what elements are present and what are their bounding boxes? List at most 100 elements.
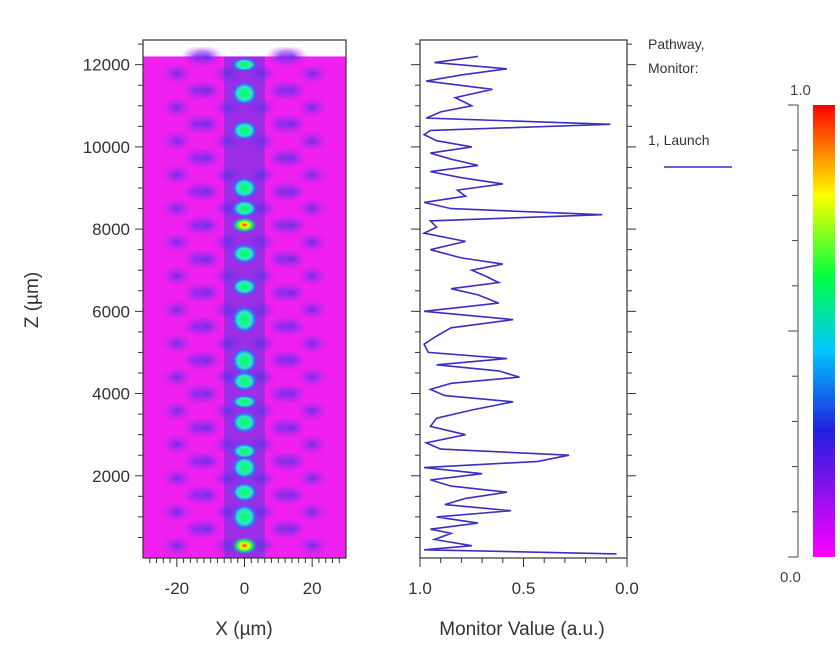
heatmap-y-tick-label: 6000 — [92, 302, 130, 321]
heatmap-haze-blob — [160, 130, 193, 153]
heatmap-x-tick-label: 0 — [240, 579, 249, 598]
colorbar-ticks — [788, 104, 798, 558]
heatmap-haze-blob — [160, 231, 193, 254]
heatmap-haze-blob — [296, 197, 329, 220]
colorbar-min-label: 0.0 — [780, 569, 801, 586]
heatmap-haze-blob — [275, 180, 308, 203]
heatmap-haze-blob — [160, 62, 193, 85]
heatmap-haze-blob — [275, 315, 308, 338]
heatmap-haze-blob — [191, 248, 224, 271]
heatmap-haze-blob — [191, 484, 224, 507]
heatmap-hot-spot — [231, 120, 258, 141]
monitor-frame — [419, 39, 628, 559]
heatmap-haze-blob — [275, 45, 308, 68]
heatmap-y-tick-label: 12000 — [83, 56, 130, 75]
heatmap-haze-blob — [296, 332, 329, 355]
heatmap-haze-blob — [296, 130, 329, 153]
heatmap-haze-blob — [191, 79, 224, 102]
heatmap-haze-blob — [275, 281, 308, 304]
heatmap-haze-blob — [160, 534, 193, 557]
heatmap-haze-blob — [296, 433, 329, 456]
heatmap-haze-blob — [275, 214, 308, 237]
heatmap-haze-blob — [160, 163, 193, 186]
heatmap-haze-blob — [191, 416, 224, 439]
heatmap-hot-spots — [231, 57, 258, 555]
heatmap-haze-blob — [160, 197, 193, 220]
heatmap-y-tick-label: 8000 — [92, 220, 130, 239]
heatmap-haze-blob — [191, 349, 224, 372]
heatmap-hot-spot — [231, 371, 258, 392]
heatmap-haze-blob — [296, 467, 329, 490]
heatmap-haze-blob — [296, 534, 329, 557]
heatmap-haze-blob — [191, 382, 224, 405]
heatmap-haze-blob — [191, 113, 224, 136]
field-heatmap — [142, 39, 347, 559]
heatmap-hot-spot — [231, 199, 258, 218]
heatmap-haze-blob — [275, 517, 308, 540]
heatmap-haze-blob — [275, 349, 308, 372]
heatmap-hot-spot — [231, 455, 258, 480]
heatmap-haze-blob — [160, 366, 193, 389]
heatmap-haze-blob — [275, 248, 308, 271]
heatmap-haze-blob — [275, 382, 308, 405]
heatmap-axes: 2000 4000 6000 8000 10000 12000 -20 0 20 — [83, 43, 340, 598]
heatmap-haze-blob — [275, 450, 308, 473]
heatmap-y-tick-label: 2000 — [92, 467, 130, 486]
heatmap-hot-spot — [231, 305, 258, 334]
heatmap-hot-spot — [231, 277, 258, 296]
heatmap-haze-blob — [296, 399, 329, 422]
heatmap-hot-spot — [231, 347, 258, 374]
heatmap-haze-blob — [296, 62, 329, 85]
legend-title: Pathway, Monitor: — [648, 36, 705, 76]
heatmap-hot-spot — [231, 217, 258, 233]
heatmap-haze-blob — [296, 366, 329, 389]
heatmap-haze-blob — [160, 467, 193, 490]
heatmap-x-tick-label: -20 — [165, 579, 190, 598]
heatmap-haze-blob — [160, 96, 193, 119]
heatmap-haze-blob — [160, 332, 193, 355]
heatmap-haze-blob — [191, 180, 224, 203]
heatmap-hot-spot — [231, 81, 258, 106]
monitor-x-tick-label: 1.0 — [408, 579, 432, 598]
heatmap-hot-spot — [231, 57, 258, 72]
heatmap-haze-blob — [296, 163, 329, 186]
heatmap-haze-blob — [296, 264, 329, 287]
heatmap-haze-blob — [296, 231, 329, 254]
heatmap-haze-blob — [296, 96, 329, 119]
monitor-x-tick-label: 0.5 — [512, 579, 536, 598]
heatmap-haze-blob — [275, 113, 308, 136]
heatmap-haze-blob — [191, 214, 224, 237]
legend-entry-label: 1, Launch — [648, 132, 710, 148]
heatmap-haze-blob — [296, 500, 329, 523]
heatmap-y-tick-label: 10000 — [83, 138, 130, 157]
heatmap-hot-spot — [231, 177, 258, 199]
heatmap-haze-blob — [160, 298, 193, 321]
heatmap-haze-blob — [191, 450, 224, 473]
monitor-axes: 1.0 0.5 0.0 — [408, 43, 639, 598]
heatmap-hot-spot — [231, 503, 258, 530]
heatmap-haze-blob — [191, 146, 224, 169]
heatmap-y-label: Z (µm) — [22, 272, 43, 328]
heatmap-haze-blob — [191, 281, 224, 304]
heatmap-haze-blob — [275, 79, 308, 102]
colorbar-max-label: 1.0 — [790, 82, 811, 99]
legend-title-line: Monitor: — [648, 60, 699, 76]
heatmap-hot-spot — [231, 243, 258, 264]
heatmap-haze-blob — [160, 399, 193, 422]
colorbar — [813, 105, 835, 557]
heatmap-x-label: X (µm) — [215, 619, 272, 640]
heatmap-y-tick-label: 4000 — [92, 385, 130, 404]
heatmap-haze-blob — [191, 517, 224, 540]
heatmap-haze-blob — [191, 45, 224, 68]
heatmap-haze-blob — [275, 416, 308, 439]
monitor-x-label: Monitor Value (a.u.) — [439, 619, 604, 640]
heatmap-hot-spot — [231, 536, 258, 555]
heatmap-haze-blob — [160, 264, 193, 287]
heatmap-haze-blob — [191, 315, 224, 338]
heatmap-x-tick-label: 20 — [303, 579, 322, 598]
monitor-line — [421, 55, 617, 555]
heatmap-haze-blob — [275, 146, 308, 169]
heatmap-haze-blob — [296, 298, 329, 321]
heatmap-haze-blob — [275, 484, 308, 507]
